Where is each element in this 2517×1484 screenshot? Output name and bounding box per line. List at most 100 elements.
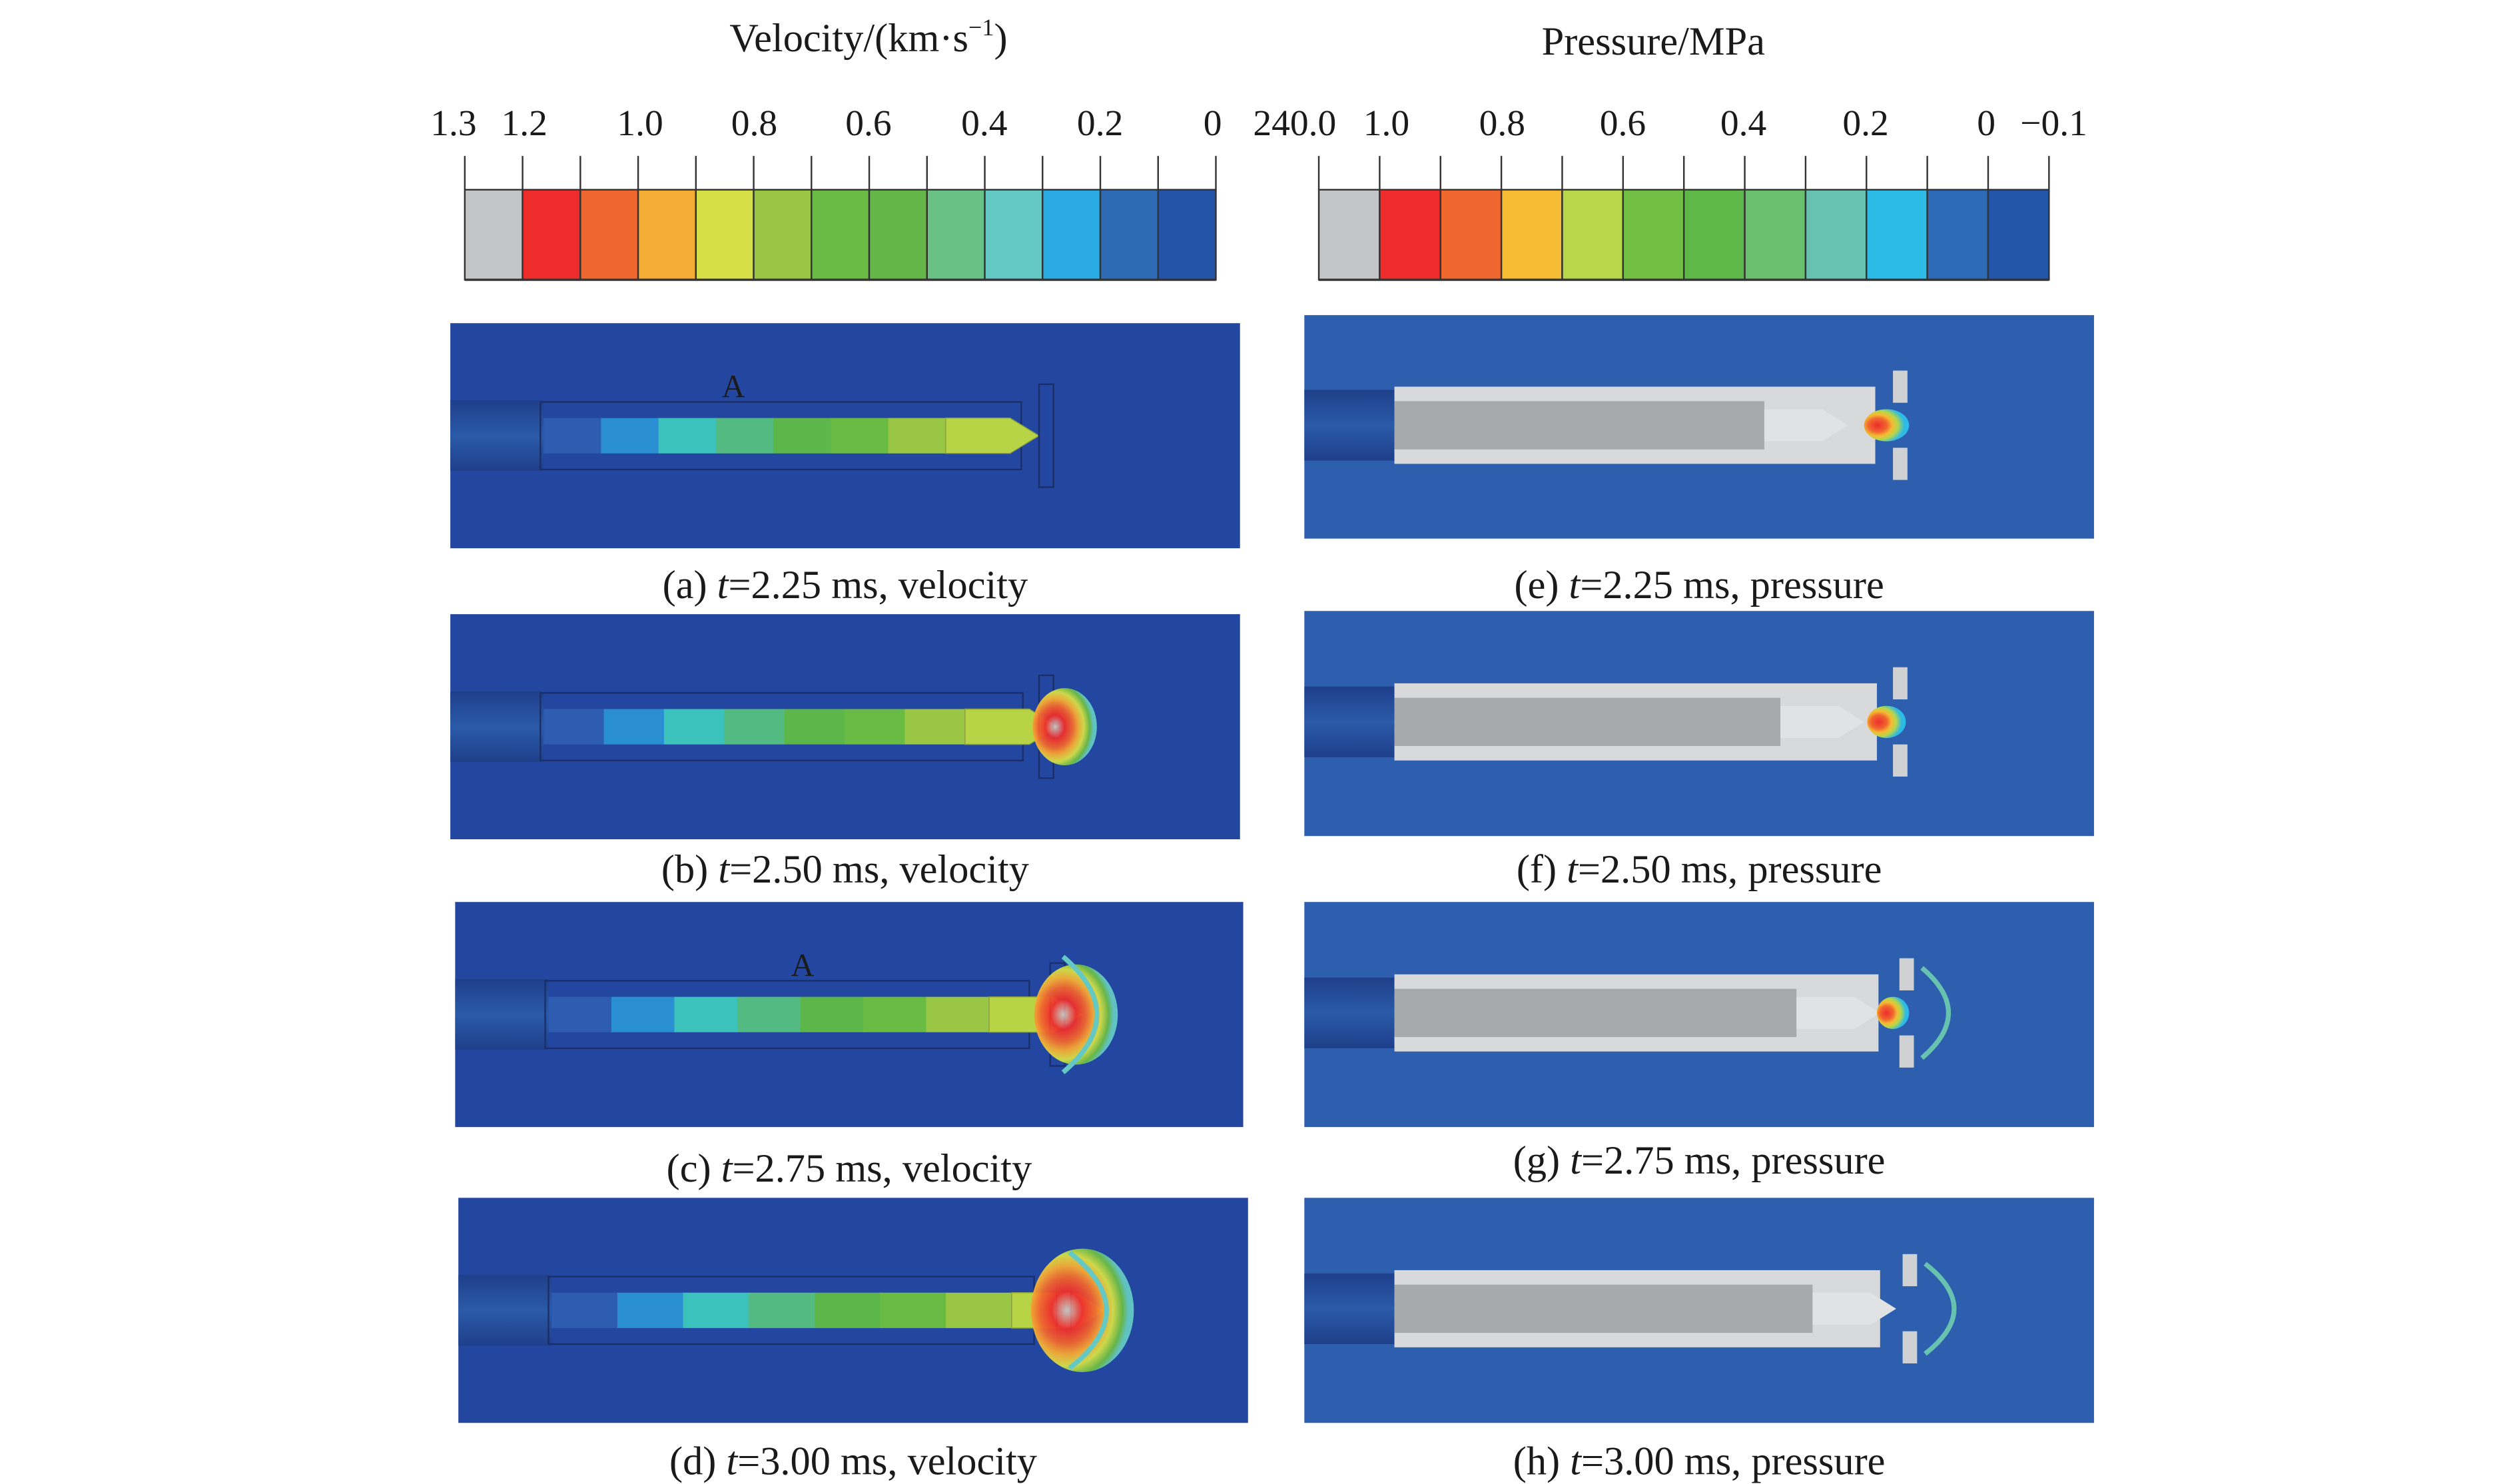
caption-label: (f) (1517, 847, 1567, 892)
caption-time-symbol: t (718, 847, 730, 892)
pressure-legend-swatch (1622, 188, 1685, 281)
impact-zone (1034, 964, 1118, 1065)
velocity-legend-tick-label: 0.4 (961, 103, 1007, 144)
caption-time-symbol: t (1570, 1138, 1582, 1183)
projectile-body (1394, 988, 1797, 1037)
launcher-block (1304, 977, 1398, 1048)
panel-caption: (b) t=2.50 ms, velocity (661, 847, 1029, 892)
pressure-legend-swatch (1682, 188, 1746, 281)
velocity-segment (663, 709, 725, 745)
panel-e: (e) t=2.25 ms, pressure (1304, 315, 2094, 607)
target-plate-upper (1893, 370, 1908, 403)
panel-caption: (a) t=2.25 ms, velocity (663, 563, 1028, 607)
target-plate-lower (1893, 744, 1908, 777)
projectile-tip (1780, 705, 1864, 738)
pressure-legend-swatch (1744, 188, 1807, 281)
velocity-segment (946, 1292, 1013, 1328)
panel-f: (f) t=2.50 ms, pressure (1304, 611, 2094, 892)
panel-d: (d) t=3.00 ms, velocity (458, 1198, 1248, 1484)
panel-a: A (a) t=2.25 ms, velocity (450, 323, 1240, 607)
shock-wave (1924, 1262, 1957, 1356)
velocity-legend-swatch (753, 188, 813, 281)
velocity-legend-tick-label: 1.0 (617, 103, 663, 144)
velocity-segment (904, 709, 966, 745)
projectile-body (1394, 1284, 1813, 1333)
target-plate-lower (1893, 448, 1908, 480)
panel-c: A (c) t=2.75 ms, velocity (455, 902, 1244, 1191)
velocity-legend-tick-label: 0.2 (1077, 103, 1123, 144)
caption-label: (e) (1514, 563, 1569, 607)
caption-text: =3.00 ms, pressure (1581, 1439, 1885, 1484)
pressure-legend-tick-label: 0.8 (1479, 103, 1525, 144)
velocity-segment (814, 1292, 881, 1328)
caption-time-symbol: t (721, 1146, 733, 1191)
velocity-legend-tick-label: 0.8 (731, 103, 777, 144)
pressure-legend-swatch (1317, 188, 1381, 281)
pressure-legend-tick-label: 0.2 (1842, 103, 1888, 144)
target-plate-lower (1902, 1331, 1918, 1363)
caption-text: =2.50 ms, pressure (1578, 847, 1882, 892)
velocity-segment (658, 418, 717, 454)
velocity-segment (551, 1292, 619, 1328)
projectile-body (1394, 697, 1781, 747)
launcher-block (1304, 390, 1398, 461)
panel-caption: (e) t=2.25 ms, pressure (1514, 563, 1884, 607)
pressure-legend-tick-label: 240.0 (1253, 103, 1336, 144)
velocity-segment (926, 996, 990, 1032)
launcher-block (458, 1275, 552, 1346)
shock-wave (1920, 966, 1952, 1060)
pressure-legend-swatch (1379, 188, 1441, 281)
projectile-body (1394, 401, 1764, 450)
projectile-tip (945, 417, 1040, 454)
caption-label: (c) (667, 1146, 721, 1191)
pressure-legend-swatch (1926, 188, 1989, 281)
velocity-legend-swatch (522, 188, 581, 281)
velocity-segment (715, 418, 775, 454)
panel-h: (h) t=3.00 ms, pressure (1304, 1198, 2094, 1484)
caption-label: (a) (663, 563, 717, 607)
panel-caption: (d) t=3.00 ms, velocity (669, 1439, 1037, 1484)
pressure-legend-swatch (1987, 188, 2050, 281)
projectile-tip (1812, 1292, 1896, 1325)
caption-text: =2.25 ms, velocity (728, 563, 1028, 607)
velocity-segment (543, 709, 605, 745)
pressure-legend-tick-label: 1.0 (1363, 103, 1409, 144)
pressure-legend-tick-label: 0 (1977, 103, 1995, 144)
panel-g: (g) t=2.75 ms, pressure (1304, 902, 2094, 1183)
target-plate-upper (1899, 958, 1914, 990)
pressure-zone (1876, 996, 1910, 1029)
velocity-legend-swatch (637, 188, 697, 281)
velocity-legend-swatch (926, 188, 986, 281)
pressure-legend-swatch (1804, 188, 1868, 281)
velocity-segment (845, 709, 906, 745)
velocity-legend-swatch (811, 188, 871, 281)
caption-text: =3.00 ms, velocity (737, 1439, 1037, 1484)
projectile-tip (1764, 409, 1848, 442)
panel-b: (b) t=2.50 ms, velocity (450, 614, 1240, 892)
pressure-zone (1864, 409, 1910, 442)
velocity-segment (683, 1292, 750, 1328)
velocity-legend-swatch (1157, 188, 1217, 281)
velocity-legend-tick-label: 0 (1204, 103, 1222, 144)
shock-wave (1061, 954, 1100, 1074)
pressure-zone (1867, 705, 1906, 738)
launcher-block (1304, 686, 1398, 757)
caption-label: (d) (669, 1439, 726, 1484)
pressure-legend: Pressure/MPa 240.0 1.0 0.8 0.6 0.4 0.2 0 −0.1 (1253, 19, 2087, 281)
velocity-legend-swatch (984, 188, 1044, 281)
velocity-segment (724, 709, 785, 745)
velocity-legend-swatch (464, 188, 524, 281)
impact-zone (1032, 688, 1097, 766)
velocity-legend-swatch (695, 188, 755, 281)
shock-wave (1068, 1250, 1109, 1371)
projectile-tip (1796, 996, 1880, 1029)
launcher-block (455, 979, 549, 1050)
velocity-legend-tick-label: 0.6 (845, 103, 891, 144)
velocity-segment (784, 709, 846, 745)
pressure-legend-tick-label: 0.4 (1720, 103, 1766, 144)
velocity-segment (749, 1292, 816, 1328)
launcher-block (450, 691, 544, 763)
panel-caption: (c) t=2.75 ms, velocity (667, 1146, 1032, 1191)
panel-caption: (f) t=2.50 ms, pressure (1517, 847, 1882, 892)
caption-label: (g) (1513, 1138, 1570, 1183)
